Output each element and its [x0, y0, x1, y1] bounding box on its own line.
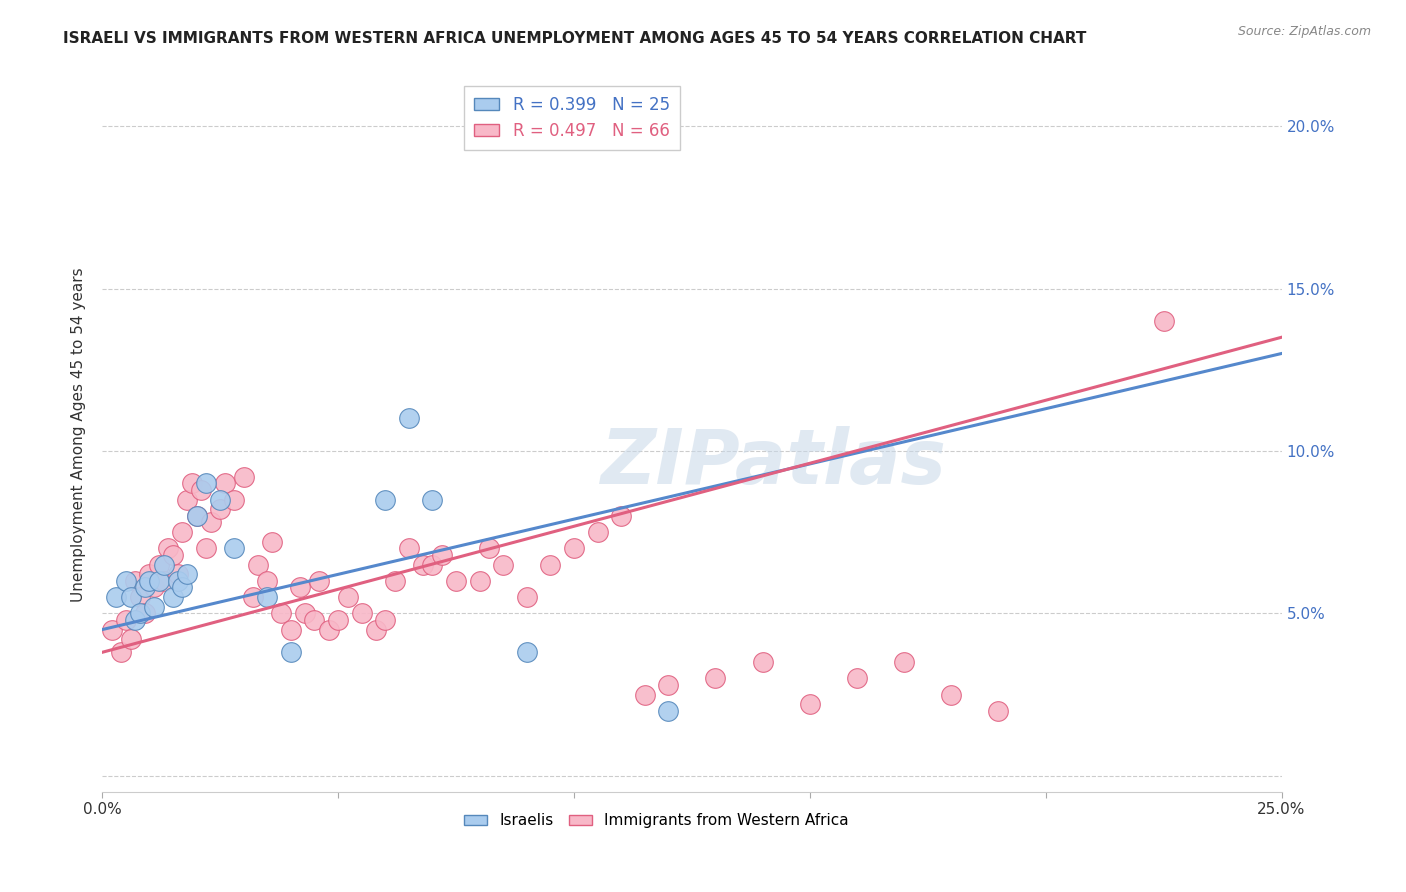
Point	[166, 567, 188, 582]
Point	[162, 590, 184, 604]
Point	[129, 607, 152, 621]
Point	[478, 541, 501, 556]
Point	[290, 580, 312, 594]
Point	[516, 590, 538, 604]
Point	[186, 508, 208, 523]
Point	[516, 645, 538, 659]
Point	[157, 541, 180, 556]
Point	[190, 483, 212, 497]
Point	[468, 574, 491, 588]
Point	[195, 476, 218, 491]
Point	[214, 476, 236, 491]
Point	[610, 508, 633, 523]
Point	[308, 574, 330, 588]
Point	[799, 698, 821, 712]
Point	[143, 599, 166, 614]
Point	[134, 580, 156, 594]
Point	[180, 476, 202, 491]
Legend: Israelis, Immigrants from Western Africa: Israelis, Immigrants from Western Africa	[458, 807, 855, 834]
Point	[200, 516, 222, 530]
Point	[224, 541, 246, 556]
Point	[304, 613, 326, 627]
Point	[152, 558, 174, 572]
Point	[538, 558, 561, 572]
Point	[336, 590, 359, 604]
Point	[129, 590, 152, 604]
Point	[398, 411, 420, 425]
Point	[941, 688, 963, 702]
Point	[586, 525, 609, 540]
Point	[422, 558, 444, 572]
Point	[846, 671, 869, 685]
Point	[657, 704, 679, 718]
Point	[242, 590, 264, 604]
Point	[350, 607, 373, 621]
Point	[195, 541, 218, 556]
Point	[374, 492, 396, 507]
Point	[374, 613, 396, 627]
Point	[634, 688, 657, 702]
Text: ZIPatlas: ZIPatlas	[602, 426, 948, 500]
Point	[162, 548, 184, 562]
Point	[176, 567, 198, 582]
Point	[260, 534, 283, 549]
Point	[657, 678, 679, 692]
Point	[172, 580, 194, 594]
Point	[412, 558, 434, 572]
Point	[364, 623, 387, 637]
Point	[256, 590, 278, 604]
Y-axis label: Unemployment Among Ages 45 to 54 years: Unemployment Among Ages 45 to 54 years	[72, 268, 86, 602]
Point	[172, 525, 194, 540]
Point	[120, 590, 142, 604]
Point	[166, 574, 188, 588]
Point	[148, 558, 170, 572]
Point	[110, 645, 132, 659]
Point	[120, 632, 142, 647]
Point	[143, 580, 166, 594]
Point	[105, 590, 128, 604]
Text: Source: ZipAtlas.com: Source: ZipAtlas.com	[1237, 25, 1371, 38]
Point	[280, 645, 302, 659]
Point	[209, 492, 232, 507]
Point	[326, 613, 349, 627]
Point	[186, 508, 208, 523]
Point	[398, 541, 420, 556]
Point	[246, 558, 269, 572]
Point	[152, 574, 174, 588]
Point	[209, 502, 232, 516]
Point	[1153, 314, 1175, 328]
Point	[138, 574, 160, 588]
Point	[704, 671, 727, 685]
Point	[280, 623, 302, 637]
Point	[124, 574, 146, 588]
Point	[232, 470, 254, 484]
Point	[148, 574, 170, 588]
Point	[422, 492, 444, 507]
Point	[987, 704, 1010, 718]
Point	[444, 574, 467, 588]
Point	[114, 574, 136, 588]
Point	[384, 574, 406, 588]
Point	[751, 655, 773, 669]
Point	[134, 607, 156, 621]
Point	[114, 613, 136, 627]
Point	[270, 607, 292, 621]
Point	[124, 613, 146, 627]
Text: ISRAELI VS IMMIGRANTS FROM WESTERN AFRICA UNEMPLOYMENT AMONG AGES 45 TO 54 YEARS: ISRAELI VS IMMIGRANTS FROM WESTERN AFRIC…	[63, 31, 1087, 46]
Point	[138, 567, 160, 582]
Point	[562, 541, 585, 556]
Point	[294, 607, 316, 621]
Point	[176, 492, 198, 507]
Point	[256, 574, 278, 588]
Point	[893, 655, 915, 669]
Point	[430, 548, 453, 562]
Point	[318, 623, 340, 637]
Point	[100, 623, 122, 637]
Point	[224, 492, 246, 507]
Point	[492, 558, 515, 572]
Point	[610, 119, 633, 133]
